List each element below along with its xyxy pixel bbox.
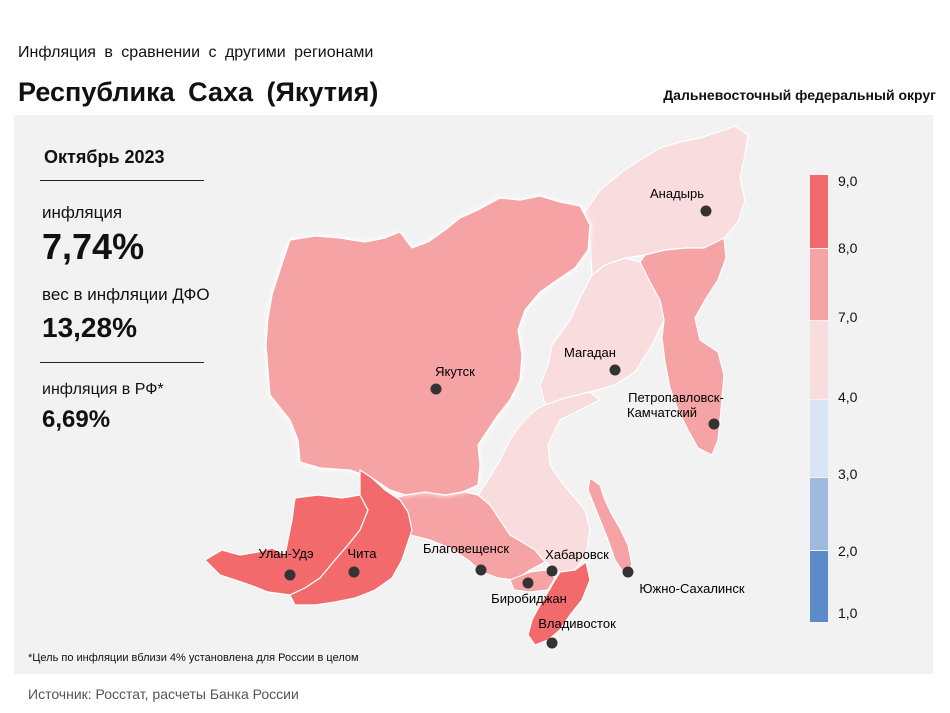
legend-tick: 9,0 — [838, 173, 858, 189]
city-yakutsk: Якутск — [430, 364, 475, 395]
source-note: Источник: Росстат, расчеты Банка России — [28, 686, 299, 702]
region-kamchatka — [639, 237, 727, 456]
legend-box-3-4 — [810, 400, 828, 477]
city-magadan: Магадан — [564, 345, 621, 376]
legend-box-2-3 — [810, 478, 828, 550]
district-label: Дальневосточный федеральный округ — [663, 87, 936, 103]
weight-label: вес в инфляции ДФО — [42, 285, 210, 304]
city-label: Владивосток — [538, 616, 616, 631]
rf-inflation-label: инфляция в РФ* — [42, 381, 164, 398]
legend-box-7-8 — [810, 249, 828, 320]
city-anadyr: Анадырь — [650, 186, 712, 217]
city-label: Анадырь — [650, 186, 704, 201]
city-petropavlovsk: Петропавловск- Камчатский — [627, 390, 724, 430]
city-birobidzhan: Биробиджан — [491, 577, 567, 606]
page-title: Республика Саха (Якутия) — [18, 77, 379, 107]
city-ulan-ude: Улан-Удэ — [258, 546, 314, 581]
city-label: Камчатский — [627, 405, 697, 420]
city-vladivostok: Владивосток — [538, 616, 616, 649]
divider-top — [40, 180, 204, 181]
footnote: *Цель по инфляции вблизи 4% установлена … — [28, 652, 359, 664]
city-chita: Чита — [348, 546, 378, 578]
city-label: Биробиджан — [491, 591, 567, 606]
city-label: Петропавловск- — [628, 390, 724, 405]
inflation-label: инфляция — [42, 203, 123, 222]
city-label: Чита — [348, 546, 378, 561]
city-label: Хабаровск — [545, 547, 609, 562]
city-label: Якутск — [435, 364, 475, 379]
city-label: Магадан — [564, 345, 616, 360]
period-label: Октябрь 2023 — [44, 147, 165, 167]
legend-tick: 7,0 — [838, 309, 858, 325]
subtitle: Инфляция в сравнении с другими регионами — [18, 44, 374, 61]
region-zabaykalsky — [289, 469, 413, 606]
city-blagoveshchensk: Благовещенск — [423, 541, 509, 576]
legend-tick: 2,0 — [838, 543, 858, 559]
city-label: Южно-Сахалинск — [639, 581, 744, 596]
legend-tick: 4,0 — [838, 389, 858, 405]
legend-box-1-2 — [810, 551, 828, 622]
city-label: Улан-Удэ — [258, 546, 314, 561]
divider-bottom — [40, 362, 204, 363]
region-magadan — [539, 257, 665, 406]
inflation-value: 7,74% — [42, 226, 145, 267]
weight-value: 13,28% — [42, 312, 137, 343]
legend-box-over-8 — [810, 175, 828, 248]
city-label: Благовещенск — [423, 541, 509, 556]
city-khabarovsk: Хабаровск — [545, 547, 609, 577]
city-yuzhno-sakhalinsk: Южно-Сахалинск — [622, 566, 745, 596]
legend-box-4-7 — [810, 321, 828, 399]
legend-tick: 3,0 — [838, 466, 858, 482]
rf-inflation-value: 6,69% — [42, 406, 111, 433]
legend-tick: 1,0 — [838, 605, 858, 621]
region-yakutia — [265, 195, 591, 496]
legend-tick: 8,0 — [838, 240, 858, 256]
